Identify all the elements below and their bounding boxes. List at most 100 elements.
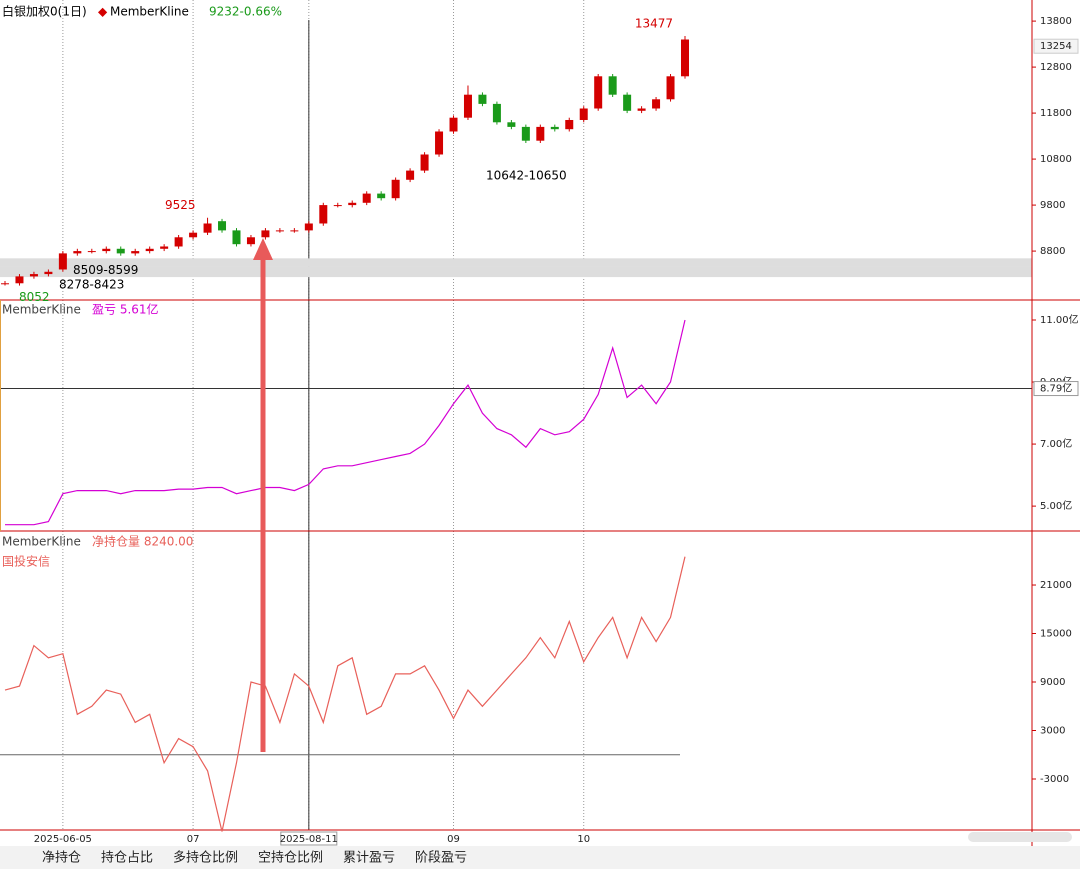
- candle-body: [189, 232, 198, 238]
- zone: [0, 266, 1032, 278]
- candle-body: [218, 221, 227, 231]
- series-label: 盈亏 5.61亿: [92, 302, 159, 317]
- change: 9232-0.66%: [209, 5, 282, 19]
- tabs: 净持仓 持仓占比 多持仓比例 空持仓比例 累计盈亏 阶段盈亏: [42, 850, 467, 866]
- high-label: 9525: [165, 198, 196, 212]
- y-tick-label: 9800: [1040, 200, 1065, 211]
- x-tick-label: 2025-08-11: [280, 834, 338, 845]
- candle-body: [275, 230, 284, 232]
- zone-label: 8278-8423: [59, 278, 124, 292]
- candle-body: [131, 251, 140, 254]
- tab[interactable]: 持仓占比: [101, 851, 153, 866]
- series-name: MemberKline: [110, 5, 189, 19]
- y-tick-label: 7.00亿: [1040, 437, 1072, 450]
- candle-body: [550, 126, 559, 130]
- candle-body: [478, 94, 487, 104]
- arrow-head: [253, 238, 273, 260]
- candle-body: [116, 248, 125, 254]
- tab-bar: [0, 846, 1080, 869]
- candle-body: [304, 223, 313, 231]
- y-tick-label: 10800: [1040, 154, 1072, 165]
- candle-body: [246, 237, 255, 245]
- last-tag: 13254: [1040, 41, 1072, 52]
- series-line: [5, 319, 686, 526]
- y-tick-label: -3000: [1040, 774, 1069, 785]
- series-name: MemberKline: [2, 303, 81, 317]
- candle-body: [145, 248, 154, 252]
- low-label: 8052: [19, 290, 50, 304]
- x-tick-label: 10: [577, 834, 590, 845]
- crosshair-tag: 8.79亿: [1040, 382, 1072, 395]
- y-tick-label: 8800: [1040, 246, 1065, 257]
- y-tick-label: 5.00亿: [1040, 499, 1072, 512]
- candle-body: [203, 223, 212, 233]
- candle-body: [160, 246, 169, 249]
- candle-body: [73, 251, 82, 254]
- candle-body: [29, 274, 38, 277]
- x-tick-label: 07: [187, 834, 200, 845]
- candle-body: [15, 276, 24, 284]
- candle-body: [290, 230, 299, 232]
- candle-body: [44, 271, 53, 275]
- candle-body: [102, 248, 111, 252]
- candle-body: [463, 94, 472, 118]
- candle-body: [608, 76, 617, 95]
- x-tick-label: 2025-06-05: [34, 834, 92, 845]
- candle-body: [637, 108, 646, 111]
- candle-body: [565, 119, 574, 130]
- candle-body: [666, 76, 675, 100]
- y-tick-label: 12800: [1040, 62, 1072, 73]
- series-name: MemberKline: [2, 535, 81, 549]
- tab[interactable]: 空持仓比例: [258, 851, 323, 866]
- last-tag-box: [1033, 38, 1079, 54]
- candle-body: [261, 230, 270, 238]
- candle-body: [492, 103, 501, 123]
- candle-body: [536, 126, 545, 141]
- candle-body: [579, 108, 588, 120]
- candle-body: [652, 99, 661, 109]
- candle-body: [507, 122, 516, 127]
- tab[interactable]: 净持仓: [42, 851, 81, 866]
- x-tag: [280, 831, 338, 846]
- y-tick-label: 3000: [1040, 726, 1065, 737]
- candle-body: [623, 94, 632, 111]
- y-tick-label: 13800: [1040, 16, 1072, 27]
- candle-body: [232, 230, 241, 245]
- candle-body: [521, 126, 530, 141]
- candle-body: [58, 253, 67, 270]
- scrollbar[interactable]: [968, 832, 1072, 842]
- y-tick-label: 11800: [1040, 108, 1072, 119]
- candle-body: [594, 76, 603, 109]
- tab[interactable]: 累计盈亏: [343, 851, 395, 866]
- y-tick-label: 21000: [1040, 580, 1072, 591]
- y-tick-label: 15000: [1040, 629, 1072, 640]
- high-label: 13477: [635, 16, 673, 30]
- grid: [0, 0, 1032, 830]
- series-line: [4, 556, 686, 832]
- candle-body: [681, 39, 689, 77]
- x-tick-label: 09: [447, 834, 460, 845]
- plot: 2025-06-05 07 2025-08-11 09 10 13800 12800 1180…: [1, 16, 1079, 846]
- y-tick-label: 11.00亿: [1040, 313, 1079, 326]
- candle-body: [319, 205, 328, 224]
- zone: [0, 258, 1032, 267]
- candle-body: [362, 193, 371, 203]
- legend-marker: ◆: [98, 5, 108, 19]
- instrument: 白银加权0(1日): [2, 4, 87, 19]
- tab[interactable]: 阶段盈亏: [415, 851, 467, 866]
- candle-body: [333, 205, 342, 207]
- crosshair-tag-box: [1033, 381, 1079, 397]
- candle-body: [1, 283, 9, 285]
- tab[interactable]: 多持仓比例: [173, 850, 238, 866]
- candle-body: [87, 251, 96, 253]
- y-tick-label: 9000: [1040, 677, 1065, 688]
- candle-body: [406, 170, 415, 180]
- candle-body: [174, 237, 183, 247]
- candle-body: [435, 131, 444, 155]
- member: 国投安信: [2, 554, 50, 569]
- candle-body: [348, 202, 357, 206]
- candle-body: [449, 117, 458, 132]
